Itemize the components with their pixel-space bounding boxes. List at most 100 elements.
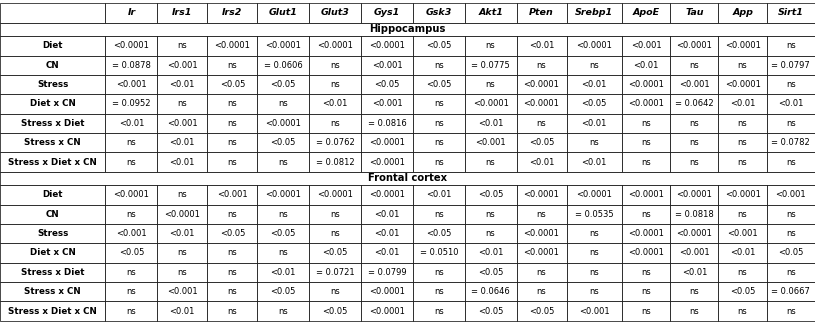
Bar	[309, 36, 361, 55]
Bar	[157, 55, 207, 75]
Text: ns: ns	[486, 80, 496, 89]
Text: ns: ns	[178, 99, 187, 109]
Text: <0.001: <0.001	[116, 229, 147, 238]
Text: <0.05: <0.05	[220, 80, 245, 89]
Text: = 0.0606: = 0.0606	[264, 61, 302, 70]
Bar	[157, 114, 207, 133]
Text: ns: ns	[279, 249, 289, 258]
Text: ns: ns	[279, 99, 289, 109]
Text: ns: ns	[589, 249, 599, 258]
Bar	[670, 55, 719, 75]
Bar	[309, 75, 361, 94]
Bar	[361, 55, 413, 75]
Bar	[517, 243, 566, 263]
Text: ns: ns	[689, 287, 699, 296]
Text: <0.0001: <0.0001	[369, 41, 405, 50]
Bar	[767, 36, 815, 55]
Bar	[622, 55, 670, 75]
Text: <0.05: <0.05	[271, 80, 296, 89]
Bar	[719, 243, 767, 263]
Bar	[413, 36, 465, 55]
Text: ns: ns	[279, 307, 289, 316]
Bar	[309, 133, 361, 152]
Text: <0.01: <0.01	[119, 119, 144, 128]
Bar	[0, 204, 105, 224]
Text: ns: ns	[279, 210, 289, 219]
Bar	[622, 243, 670, 263]
Text: <0.01: <0.01	[730, 99, 756, 109]
Bar	[767, 75, 815, 94]
Text: <0.0001: <0.0001	[523, 229, 559, 238]
Text: <0.0001: <0.0001	[628, 249, 664, 258]
Text: ns: ns	[786, 307, 795, 316]
Bar	[465, 224, 517, 243]
Text: <0.05: <0.05	[478, 307, 504, 316]
Bar	[413, 204, 465, 224]
Text: <0.01: <0.01	[374, 229, 399, 238]
Text: <0.0001: <0.0001	[628, 99, 664, 109]
Text: ns: ns	[536, 268, 546, 277]
Bar	[767, 185, 815, 204]
Text: <0.001: <0.001	[116, 80, 147, 89]
Bar	[157, 263, 207, 282]
Text: ns: ns	[536, 210, 546, 219]
Bar	[566, 114, 622, 133]
Text: <0.01: <0.01	[478, 249, 504, 258]
Bar	[566, 301, 622, 321]
Text: ns: ns	[486, 41, 496, 50]
Text: <0.0001: <0.0001	[523, 99, 559, 109]
Bar	[517, 185, 566, 204]
Bar	[719, 185, 767, 204]
Text: <0.05: <0.05	[478, 191, 504, 199]
Text: <0.0001: <0.0001	[523, 249, 559, 258]
Bar	[0, 185, 105, 204]
Bar	[465, 133, 517, 152]
Text: <0.0001: <0.0001	[113, 191, 149, 199]
Bar	[258, 185, 309, 204]
Text: ns: ns	[434, 138, 443, 147]
Bar	[105, 94, 157, 114]
Text: <0.05: <0.05	[374, 80, 399, 89]
Text: <0.001: <0.001	[776, 191, 806, 199]
Text: <0.01: <0.01	[478, 119, 504, 128]
Text: ns: ns	[689, 138, 699, 147]
Bar	[309, 94, 361, 114]
Bar	[105, 36, 157, 55]
Text: <0.05: <0.05	[426, 229, 452, 238]
Text: <0.0001: <0.0001	[676, 191, 712, 199]
Text: Diet x CN: Diet x CN	[30, 249, 76, 258]
Bar	[622, 75, 670, 94]
Text: <0.0001: <0.0001	[725, 41, 760, 50]
Bar	[670, 185, 719, 204]
Bar	[719, 282, 767, 301]
Bar	[258, 3, 309, 23]
Bar	[670, 204, 719, 224]
Bar	[258, 282, 309, 301]
Text: ns: ns	[178, 191, 187, 199]
Text: ns: ns	[689, 119, 699, 128]
Text: Stress x Diet: Stress x Diet	[21, 268, 85, 277]
Text: <0.01: <0.01	[323, 99, 348, 109]
Bar	[670, 301, 719, 321]
Bar	[517, 94, 566, 114]
Bar	[517, 204, 566, 224]
Text: ns: ns	[126, 210, 136, 219]
Bar	[258, 55, 309, 75]
Text: ns: ns	[434, 157, 443, 167]
Text: ns: ns	[178, 268, 187, 277]
Text: ns: ns	[589, 61, 599, 70]
Text: <0.05: <0.05	[323, 307, 348, 316]
Bar	[0, 224, 105, 243]
Bar	[0, 3, 105, 23]
Bar	[767, 133, 815, 152]
Bar	[207, 204, 258, 224]
Bar	[105, 224, 157, 243]
Bar	[361, 152, 413, 172]
Text: Sirt1: Sirt1	[778, 8, 804, 17]
Text: ns: ns	[227, 138, 237, 147]
Text: CN: CN	[46, 61, 59, 70]
Bar	[207, 282, 258, 301]
Text: <0.01: <0.01	[529, 157, 554, 167]
Bar	[465, 301, 517, 321]
Bar	[670, 94, 719, 114]
